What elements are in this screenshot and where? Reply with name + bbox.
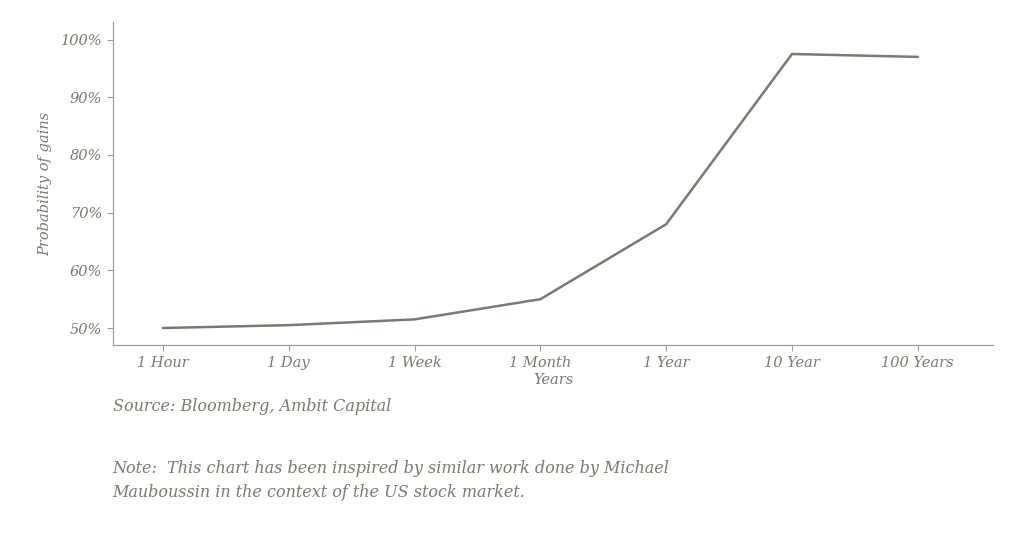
- Text: Note:  This chart has been inspired by similar work done by Michael
Mauboussin i: Note: This chart has been inspired by si…: [113, 460, 670, 501]
- Text: Source: Bloomberg, Ambit Capital: Source: Bloomberg, Ambit Capital: [113, 398, 391, 416]
- Y-axis label: Probability of gains: Probability of gains: [38, 112, 52, 256]
- X-axis label: Years: Years: [532, 373, 573, 387]
